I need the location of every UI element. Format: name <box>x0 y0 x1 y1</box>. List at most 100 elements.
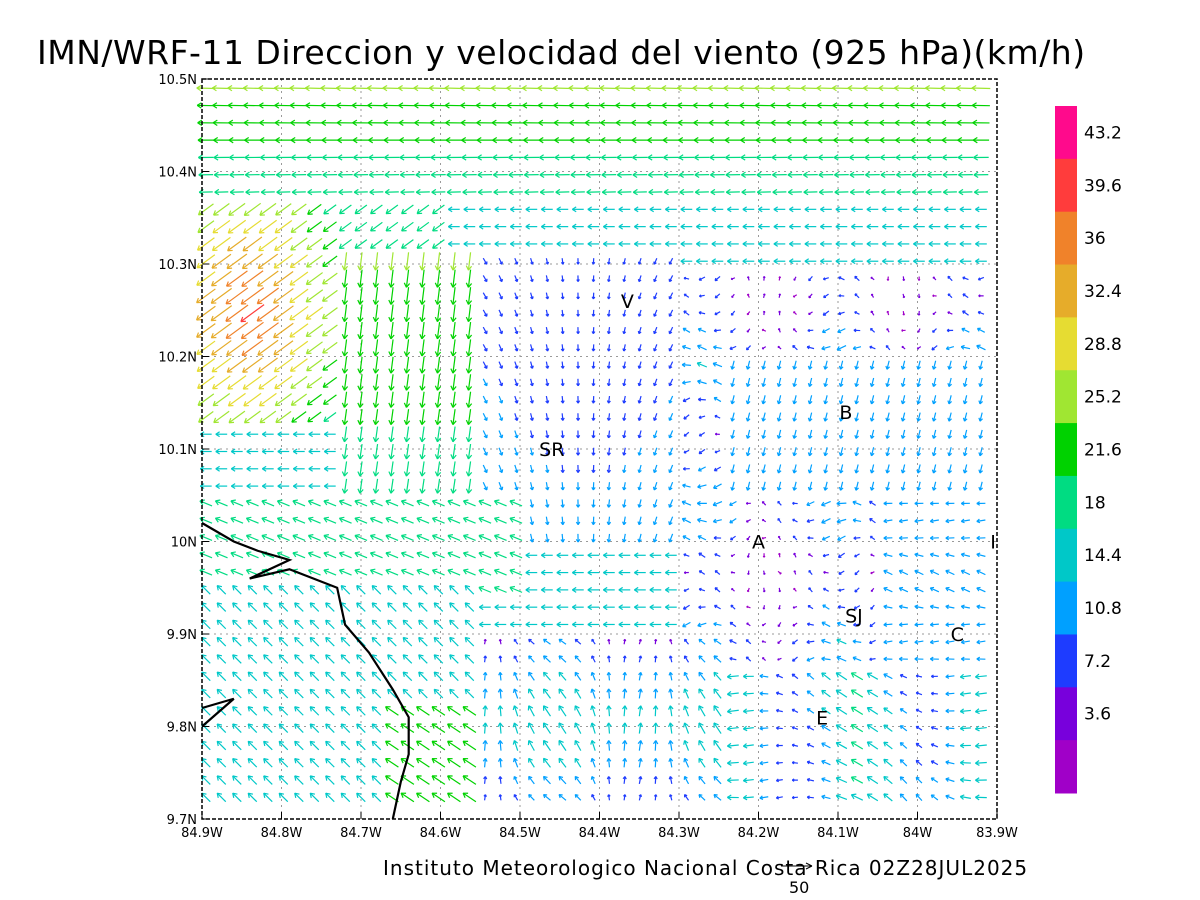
wind-vector <box>776 360 782 370</box>
wind-vector <box>632 188 647 196</box>
wind-vector <box>340 775 351 785</box>
wind-vector <box>263 740 273 751</box>
wind-vector <box>400 188 415 196</box>
wind-vector <box>445 119 463 126</box>
wind-vector <box>925 102 944 109</box>
wind-vector <box>804 258 817 265</box>
wind-vector <box>713 535 722 540</box>
wind-vector <box>263 792 273 803</box>
wind-vector <box>835 724 848 733</box>
wind-vector <box>618 604 631 611</box>
wind-vector <box>637 740 643 751</box>
wind-vector <box>370 221 383 232</box>
wind-vector <box>698 552 706 558</box>
wind-vector <box>773 240 786 247</box>
wind-vector <box>727 760 739 766</box>
wind-vector <box>416 534 430 542</box>
wind-vector <box>621 722 628 734</box>
wind-vector <box>416 516 430 524</box>
wind-vector <box>900 412 906 422</box>
wind-vector <box>866 258 879 265</box>
wind-vector <box>476 119 494 126</box>
colorbar-label: 7.2 <box>1084 652 1111 672</box>
wind-vector <box>372 287 380 305</box>
wind-vector <box>698 739 706 751</box>
wind-vector <box>885 481 890 491</box>
wind-vector <box>214 499 228 507</box>
wind-vector <box>947 447 952 457</box>
wind-vector <box>261 516 275 524</box>
wind-vector <box>883 724 893 732</box>
wind-vector <box>885 429 890 439</box>
wind-vector <box>622 757 628 768</box>
wind-vector <box>354 204 368 215</box>
wind-vector <box>713 466 722 472</box>
wind-vector <box>683 553 690 557</box>
wind-vector <box>615 102 634 109</box>
wind-vector <box>682 483 691 488</box>
wind-vector <box>433 585 444 595</box>
wind-vector <box>661 102 680 109</box>
wind-vector <box>309 792 320 803</box>
wind-vector <box>247 775 258 785</box>
wind-vector <box>898 501 908 506</box>
wind-vector <box>307 203 322 215</box>
wind-vector <box>263 636 273 647</box>
wind-vector <box>916 464 921 474</box>
wind-vector <box>742 240 755 247</box>
wind-vector <box>385 775 399 785</box>
wind-vector <box>434 374 442 391</box>
wind-vector <box>793 276 797 281</box>
wind-vector <box>278 636 289 647</box>
wind-vector <box>433 654 444 664</box>
wind-vector <box>606 482 612 491</box>
wind-vector <box>606 309 611 317</box>
wind-vector <box>449 654 459 664</box>
wind-vector <box>634 604 646 611</box>
wind-vector <box>574 671 582 681</box>
wind-vector <box>433 602 444 612</box>
wind-vector <box>975 760 987 766</box>
wind-vector <box>653 688 659 699</box>
wind-vector <box>976 327 986 333</box>
wind-vector <box>947 464 952 474</box>
wind-vector <box>915 742 923 749</box>
wind-vector <box>653 275 658 283</box>
wind-vector <box>606 499 612 508</box>
wind-vector <box>399 154 416 161</box>
wind-vector <box>776 447 782 457</box>
wind-vector <box>711 206 724 213</box>
colorbar-segment <box>1055 106 1077 160</box>
wind-vector <box>713 757 722 768</box>
wind-vector <box>292 431 305 438</box>
wind-vector <box>668 671 673 681</box>
wind-vector <box>322 394 337 405</box>
wind-vector <box>576 258 580 265</box>
wind-vector <box>576 327 580 335</box>
wind-vector <box>623 638 627 645</box>
wind-vector <box>730 604 736 610</box>
wind-vector <box>403 409 411 426</box>
wind-vector <box>545 413 550 421</box>
wind-vector <box>402 636 413 647</box>
wind-vector <box>246 448 259 455</box>
wind-vector <box>739 119 757 126</box>
wind-vector <box>637 482 642 491</box>
wind-vector <box>864 154 881 161</box>
wind-vector <box>325 585 335 595</box>
wind-vector <box>309 688 320 699</box>
wind-vector <box>742 258 755 265</box>
wind-vector <box>823 429 828 439</box>
wind-vector <box>606 447 611 456</box>
wind-vector <box>529 533 535 543</box>
wind-vector <box>713 621 722 627</box>
wind-vector <box>416 499 430 507</box>
wind-vector <box>801 102 820 109</box>
wind-vector <box>590 671 596 681</box>
wind-vector <box>416 723 430 734</box>
wind-vector <box>870 571 875 575</box>
wind-vector <box>762 310 766 316</box>
wind-vector <box>514 430 519 439</box>
wind-vector <box>683 722 690 734</box>
wind-vector <box>201 619 211 630</box>
